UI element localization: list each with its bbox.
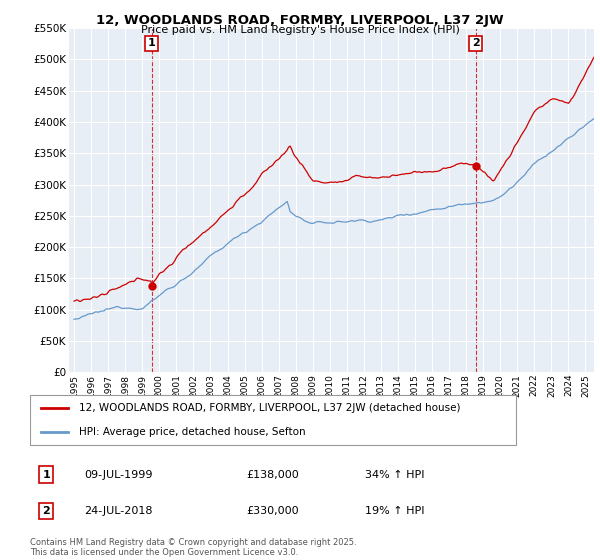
Text: 12, WOODLANDS ROAD, FORMBY, LIVERPOOL, L37 2JW: 12, WOODLANDS ROAD, FORMBY, LIVERPOOL, L… — [96, 14, 504, 27]
Text: 2: 2 — [43, 506, 50, 516]
Text: 24-JUL-2018: 24-JUL-2018 — [84, 506, 152, 516]
Text: 1: 1 — [43, 470, 50, 479]
Text: £330,000: £330,000 — [246, 506, 299, 516]
Text: HPI: Average price, detached house, Sefton: HPI: Average price, detached house, Seft… — [79, 427, 305, 437]
Text: 19% ↑ HPI: 19% ↑ HPI — [365, 506, 424, 516]
Text: 09-JUL-1999: 09-JUL-1999 — [84, 470, 152, 479]
Text: 34% ↑ HPI: 34% ↑ HPI — [365, 470, 424, 479]
FancyBboxPatch shape — [30, 395, 516, 445]
Text: 12, WOODLANDS ROAD, FORMBY, LIVERPOOL, L37 2JW (detached house): 12, WOODLANDS ROAD, FORMBY, LIVERPOOL, L… — [79, 403, 460, 413]
Text: Price paid vs. HM Land Registry's House Price Index (HPI): Price paid vs. HM Land Registry's House … — [140, 25, 460, 35]
Text: Contains HM Land Registry data © Crown copyright and database right 2025.
This d: Contains HM Land Registry data © Crown c… — [30, 538, 356, 557]
Text: 2: 2 — [472, 38, 479, 48]
Text: £138,000: £138,000 — [246, 470, 299, 479]
Text: 1: 1 — [148, 38, 155, 48]
